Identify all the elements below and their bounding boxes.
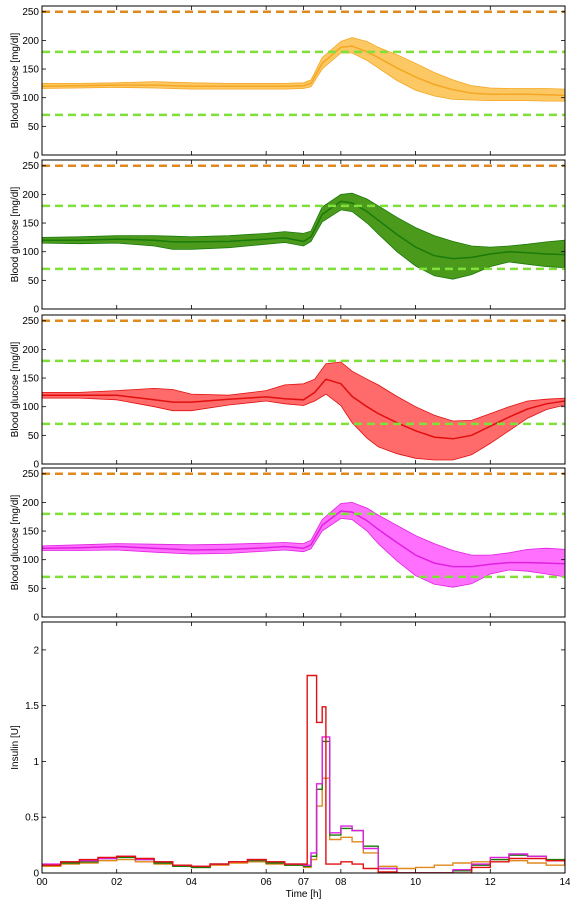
y-tick-label: 150: [22, 65, 39, 76]
y-tick-label: 200: [22, 498, 39, 509]
mean-line: [42, 378, 565, 440]
x-tick-label: 06: [261, 877, 273, 888]
mean-line: [42, 510, 565, 568]
y-tick-label: 100: [22, 402, 39, 413]
confidence-band: [42, 361, 565, 461]
y-tick-label: 200: [22, 190, 39, 201]
axes-frame: [41, 5, 566, 156]
panel-2: 0 50 100 150 200 250 Blood glucose [mg/dl]: [10, 159, 566, 316]
x-tick-label: 14: [559, 877, 570, 888]
y-axis-label: Insulin [U]: [10, 725, 21, 770]
y-tick-label: 0: [33, 305, 39, 316]
panel-1: 0 50 100 150 200 250 Blood glucose [mg/dl]: [10, 5, 566, 162]
y-tick-label: 50: [28, 276, 40, 287]
y-tick-label: 200: [22, 345, 39, 356]
y-tick-label: 0: [33, 869, 39, 880]
y-tick-label: 150: [22, 374, 39, 385]
y-tick-label: 100: [22, 247, 39, 258]
panel-4: 0 50 100 150 200 250 Blood glucose [mg/dl]: [10, 467, 566, 624]
panel-3: 0 50 100 150 200 250 Blood glucose [mg/dl]: [10, 314, 566, 471]
y-tick-label: 100: [22, 93, 39, 104]
y-tick-label: 0: [33, 151, 39, 162]
y-tick-label: 1: [33, 757, 39, 768]
axes-frame: [41, 467, 566, 618]
plot-area: [42, 674, 565, 873]
confidence-band: [42, 192, 565, 280]
panel-5: 0 0.5 1 1.5 2 00 02 04 06 07 08 10 12 14 Insulin [U] Ti…: [10, 621, 570, 900]
y-axis-label: Blood glucose [mg/dl]: [10, 341, 21, 437]
y-tick-label: 0: [33, 460, 39, 471]
plot-area: [42, 472, 565, 588]
insulin-series-1: [42, 777, 565, 870]
y-tick-label: 0.5: [25, 813, 39, 824]
y-axis-label: Blood glucose [mg/dl]: [10, 494, 21, 590]
plot-area: [42, 319, 565, 461]
x-tick-label: 07: [298, 877, 310, 888]
y-tick-label: 2: [33, 645, 39, 656]
plot-area: [42, 10, 565, 117]
y-tick-label: 200: [22, 36, 39, 47]
y-tick-label: 0: [33, 613, 39, 624]
axes-frame: [41, 621, 566, 874]
y-tick-label: 150: [22, 527, 39, 538]
plot-area: [42, 164, 565, 280]
insulin-series-3: [42, 736, 565, 873]
y-tick-label: 250: [22, 316, 39, 327]
insulin-series-4: [42, 674, 565, 873]
x-tick-label: 02: [111, 877, 123, 888]
mean-line: [42, 45, 565, 97]
y-tick-label: 150: [22, 219, 39, 230]
confidence-band: [42, 501, 565, 588]
x-tick-label: 12: [485, 877, 497, 888]
y-tick-label: 100: [22, 555, 39, 566]
mean-line: [42, 200, 565, 260]
y-tick-label: 50: [28, 122, 40, 133]
y-tick-label: 50: [28, 584, 40, 595]
confidence-band: [42, 37, 565, 102]
x-tick-label: 08: [335, 877, 347, 888]
x-tick-label: 10: [410, 877, 422, 888]
y-tick-label: 250: [22, 161, 39, 172]
y-axis-label: Blood glucose [mg/dl]: [10, 32, 21, 128]
y-tick-label: 50: [28, 431, 40, 442]
y-tick-label: 250: [22, 469, 39, 480]
y-axis-label: Blood glucose [mg/dl]: [10, 186, 21, 282]
x-tick-label: 00: [36, 877, 48, 888]
x-tick-label: 04: [186, 877, 198, 888]
y-tick-label: 250: [22, 7, 39, 18]
insulin-series-2: [42, 740, 565, 873]
y-tick-label: 1.5: [25, 701, 39, 712]
x-axis-label: Time [h]: [286, 889, 322, 900]
